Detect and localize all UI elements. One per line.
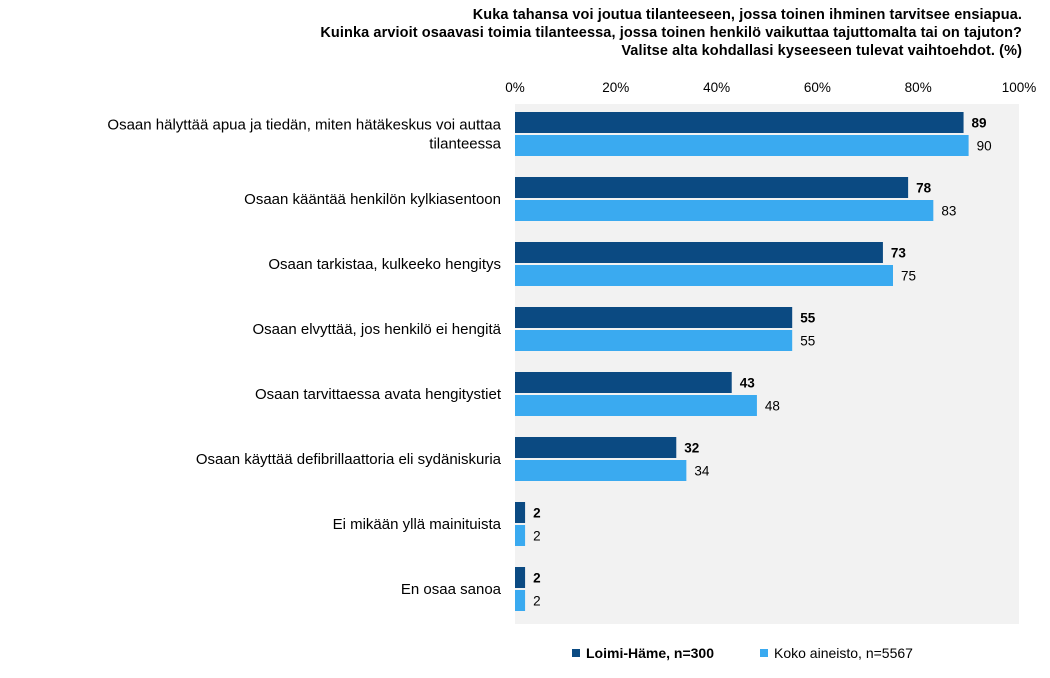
bar-series1 [515,112,964,133]
data-label: 32 [684,441,699,456]
category-label: Osaan käyttää defibrillaattoria eli sydä… [196,451,502,468]
data-label: 43 [740,376,756,391]
data-label: 73 [891,246,907,261]
data-label: 75 [901,269,916,284]
bar-series2 [515,460,687,481]
x-tick-label: 100% [1002,80,1037,95]
category-label: Osaan kääntää henkilön kylkiasentoon [244,191,501,208]
legend-swatch-series2 [760,649,768,657]
x-tick-label: 0% [505,80,525,95]
data-label: 78 [916,181,932,196]
category-label: tilanteessa [429,136,501,153]
title-line-1: Kuka tahansa voi joutua tilanteeseen, jo… [472,7,1022,23]
category-labels: Osaan hälyttää apua ja tiedän, miten hät… [107,117,501,599]
data-label: 48 [765,399,780,414]
data-label: 34 [694,464,710,479]
legend: Loimi-Häme, n=300 Koko aineisto, n=5567 [572,645,959,661]
data-label: 2 [533,506,541,521]
bar-series2 [515,200,934,221]
x-axis-ticks: 0% 20% 40% 60% 80% 100% [505,80,1036,95]
x-tick-label: 20% [602,80,629,95]
data-label: 2 [533,571,541,586]
data-label: 2 [533,529,541,544]
title-line-3: Valitse alta kohdallasi kyseeseen tuleva… [621,43,1022,59]
legend-label-series2: Koko aineisto, n=5567 [774,645,913,661]
bar-series2 [515,525,526,546]
legend-label-series1: Loimi-Häme, n=300 [586,645,714,661]
x-tick-label: 40% [703,80,730,95]
category-label: Osaan elvyttää, jos henkilö ei hengitä [253,321,502,338]
bar-series1 [515,242,883,263]
category-label: Osaan tarvittaessa avata hengitystiet [255,386,502,403]
bar-series1 [515,437,677,458]
bar-series2 [515,590,526,611]
bar-series1 [515,307,793,328]
data-label: 89 [972,116,987,131]
data-label: 55 [800,334,815,349]
bar-series2 [515,330,793,351]
bar-series1 [515,372,732,393]
bar-chart: 0% 20% 40% 60% 80% 100% Osaan hälyttää apua j… [107,80,1036,624]
category-label: Osaan hälyttää apua ja tiedän, miten hät… [107,117,501,134]
legend-item-loimi-hame: Loimi-Häme, n=300 [572,645,714,661]
legend-swatch-series1 [572,649,580,657]
chart-title: Kuka tahansa voi joutua tilanteeseen, jo… [122,6,1022,60]
data-label: 55 [800,311,816,326]
category-label: Ei mikään yllä mainituista [333,516,502,533]
category-label: En osaa sanoa [401,581,502,598]
bar-series2 [515,265,893,286]
title-line-2: Kuinka arvioit osaavasi toimia tilantees… [320,25,1022,41]
bars [515,112,969,611]
data-label: 90 [977,139,992,154]
x-tick-label: 60% [804,80,831,95]
data-label: 2 [533,594,541,609]
category-label: Osaan tarkistaa, kulkeeko hengitys [268,256,501,273]
bar-series2 [515,395,757,416]
data-labels: 89 90 78 83 73 75 55 55 43 48 32 34 2 2 2 2 [533,116,992,609]
bar-series1 [515,567,526,588]
bar-series2 [515,135,969,156]
bar-series1 [515,177,909,198]
data-label: 83 [941,204,956,219]
bar-series1 [515,502,526,523]
legend-item-koko-aineisto: Koko aineisto, n=5567 [760,645,913,661]
x-tick-label: 80% [905,80,932,95]
